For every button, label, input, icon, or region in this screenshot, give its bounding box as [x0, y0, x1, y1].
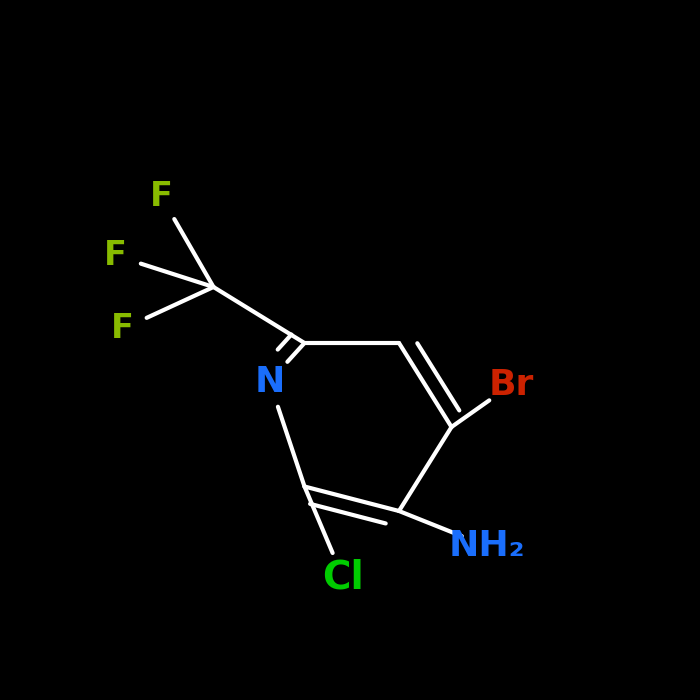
Text: NH₂: NH₂: [448, 529, 525, 563]
Text: F: F: [111, 312, 134, 346]
Text: N: N: [254, 365, 285, 398]
Text: Br: Br: [489, 368, 533, 402]
Text: F: F: [150, 179, 172, 213]
Text: Cl: Cl: [322, 559, 364, 596]
Text: F: F: [104, 239, 127, 272]
